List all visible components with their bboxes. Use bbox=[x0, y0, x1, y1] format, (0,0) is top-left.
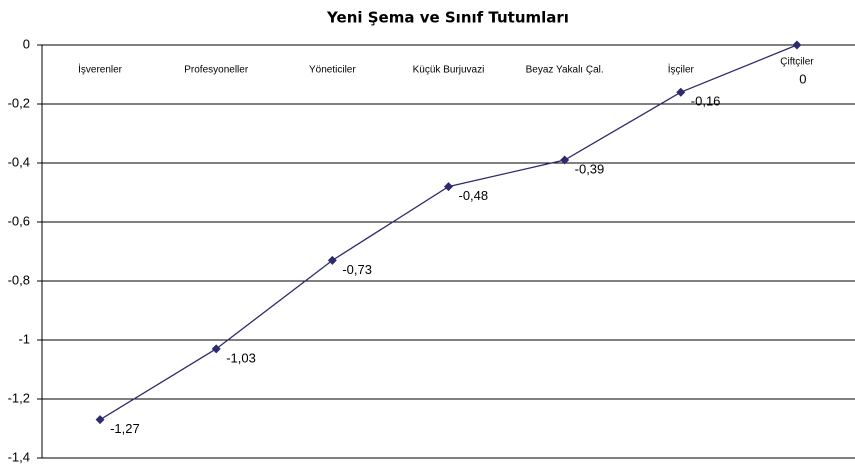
data-label: 0 bbox=[799, 71, 806, 86]
data-point bbox=[676, 87, 686, 97]
data-label: -0,16 bbox=[691, 94, 721, 109]
y-tick-label: -1,4 bbox=[8, 449, 30, 464]
data-point bbox=[327, 255, 337, 265]
x-tick-label: Küçük Burjuvazi bbox=[413, 65, 485, 76]
data-point bbox=[792, 40, 802, 50]
y-tick-label: -1,2 bbox=[8, 390, 30, 405]
data-label: -1,27 bbox=[110, 421, 140, 436]
x-tick-label: Çiftçiler bbox=[780, 57, 814, 68]
data-point bbox=[560, 155, 570, 165]
data-label: -1,03 bbox=[226, 350, 256, 365]
y-tick-label: -0,2 bbox=[8, 95, 30, 110]
data-label: -0,48 bbox=[459, 188, 489, 203]
chart-title: Yeni Şema ve Sınıf Tutumları bbox=[326, 9, 569, 27]
x-tick-label: Yöneticiler bbox=[309, 65, 356, 76]
x-tick-label: İşçiler bbox=[668, 63, 695, 76]
data-point bbox=[95, 415, 105, 425]
x-tick-label: Profesyoneller bbox=[184, 65, 249, 76]
data-point bbox=[444, 182, 453, 192]
y-tick-label: -0,8 bbox=[8, 272, 30, 287]
data-label: -0,73 bbox=[342, 262, 372, 277]
data-point bbox=[211, 344, 221, 354]
x-tick-label: Beyaz Yakalı Çal. bbox=[526, 65, 604, 76]
y-tick-label: -1 bbox=[18, 331, 30, 346]
y-tick-label: -0,4 bbox=[8, 154, 30, 169]
y-tick-label: 0 bbox=[23, 36, 30, 51]
x-tick-label: İşverenler bbox=[78, 63, 123, 76]
data-label: -0,39 bbox=[575, 161, 605, 176]
y-tick-label: -0,6 bbox=[8, 213, 30, 228]
